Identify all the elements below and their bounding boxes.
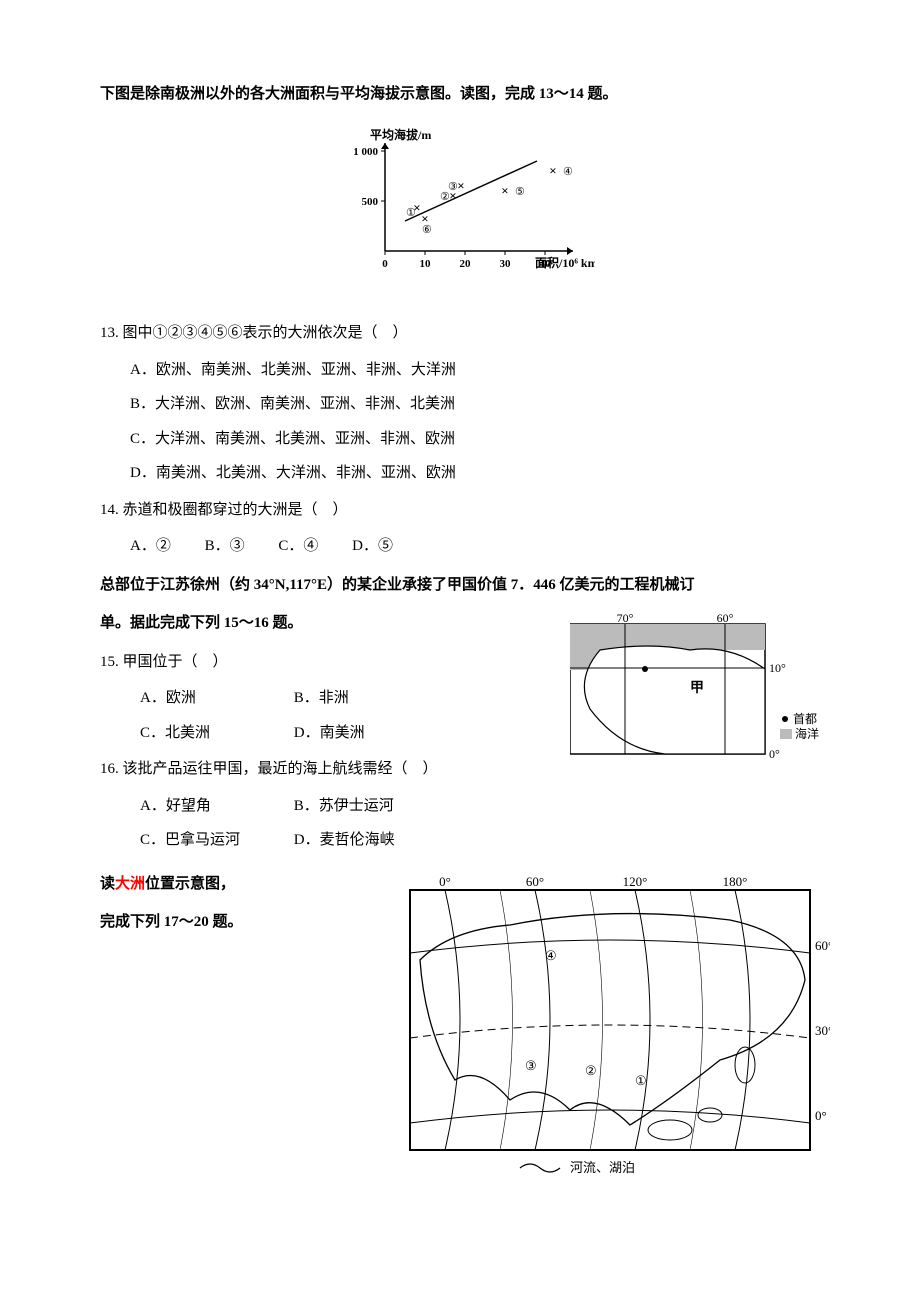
q16-option-c: C．巴拿马运河 [140,826,290,855]
q16-stem: 16. 该批产品运往甲国，最近的海上航线需经（ ） [100,755,510,784]
map-asia: ① ② ③ ④ 0° 60° 120° 180° 60° 30° 0° 河流、湖泊 [390,870,830,1180]
svg-text:60°: 60° [526,874,544,889]
svg-text:500: 500 [362,196,379,208]
svg-text:④: ④ [563,166,573,178]
svg-text:⑥: ⑥ [422,224,432,236]
svg-text:0: 0 [382,258,388,270]
svg-text:甲: 甲 [690,680,704,696]
svg-text:120°: 120° [623,874,648,889]
q13-option-d: D．南美洲、北美洲、大洋洲、非洲、亚洲、欧洲 [130,459,820,488]
svg-text:0°: 0° [815,1108,827,1123]
intro-1: 下图是除南极洲以外的各大洲面积与平均海拔示意图。读图，完成 13～14 题。 [100,80,820,109]
svg-text:10°: 10° [769,661,786,675]
svg-text:0°: 0° [769,747,780,761]
svg-text:①: ① [635,1073,647,1088]
svg-text:30: 30 [500,258,512,270]
q14-option-d: D．⑤ [352,538,393,554]
scatter-chart: 0102030405001 000面积/10⁶ km²平均海拔/m×①×②×③×… [325,124,595,279]
intro-2a: 总部位于江苏徐州（约 34°N,117°E）的某企业承接了甲国价值 7．446 … [100,571,820,600]
q16-option-a: A．好望角 [140,792,290,821]
svg-text:河流、湖泊: 河流、湖泊 [570,1160,635,1175]
svg-text:20: 20 [460,258,472,270]
intro-3a-suffix: 位置示意图， [145,876,235,892]
svg-text:60°: 60° [717,611,734,625]
svg-text:60°: 60° [815,938,830,953]
q15-option-b: B．非洲 [294,684,349,713]
svg-text:⑤: ⑤ [515,186,525,198]
svg-text:③: ③ [525,1058,537,1073]
q16-option-d: D．麦哲伦海峡 [294,826,395,855]
map-venezuela: 70° 60° 10° 0° 甲首都海洋 [570,609,820,779]
q15-option-a: A．欧洲 [140,684,290,713]
svg-text:首都: 首都 [793,712,817,726]
svg-text:10: 10 [420,258,432,270]
q13-option-a: A．欧洲、南美洲、北美洲、亚洲、非洲、大洋洲 [130,356,820,385]
q15-option-d: D．南美洲 [294,719,365,748]
q15-stem: 15. 甲国位于（ ） [100,648,510,677]
q14-stem: 14. 赤道和极圈都穿过的大洲是（ ） [100,496,820,525]
svg-text:海洋: 海洋 [795,726,819,741]
intro-2b: 单。据此完成下列 15～16 题。 [100,609,510,638]
svg-text:70°: 70° [617,611,634,625]
svg-text:0°: 0° [439,874,451,889]
svg-text:面积/10⁶ km²: 面积/10⁶ km² [535,255,595,270]
q15-option-c: C．北美洲 [140,719,290,748]
intro-3b: 完成下列 17～20 题。 [100,908,350,937]
svg-text:30°: 30° [815,1023,830,1038]
q13-option-c: C．大洋洲、南美洲、北美洲、亚洲、非洲、欧洲 [130,425,820,454]
svg-text:③: ③ [448,181,458,193]
svg-text:×: × [549,163,556,178]
q14-option-c: C．④ [278,538,318,554]
svg-text:×: × [457,178,464,193]
q16-option-b: B．苏伊士运河 [294,792,394,821]
q14-option-b: B．③ [205,538,245,554]
svg-text:平均海拔/m: 平均海拔/m [370,127,431,142]
svg-text:④: ④ [545,948,557,963]
svg-text:②: ② [585,1063,597,1078]
q13-option-b: B．大洋洲、欧洲、南美洲、亚洲、非洲、北美洲 [130,390,820,419]
intro-3a-red: 大洲 [115,876,145,892]
q14-option-a: A．② [130,538,171,554]
scatter-chart-container: 0102030405001 000面积/10⁶ km²平均海拔/m×①×②×③×… [100,124,820,290]
intro-3a-prefix: 读 [100,876,115,892]
svg-text:180°: 180° [723,874,748,889]
svg-text:1 000: 1 000 [353,146,378,158]
svg-text:①: ① [406,207,416,219]
intro-3a: 读大洲位置示意图， [100,870,350,899]
q13-stem: 13. 图中①②③④⑤⑥表示的大洲依次是（ ） [100,319,820,348]
svg-text:×: × [501,183,508,198]
